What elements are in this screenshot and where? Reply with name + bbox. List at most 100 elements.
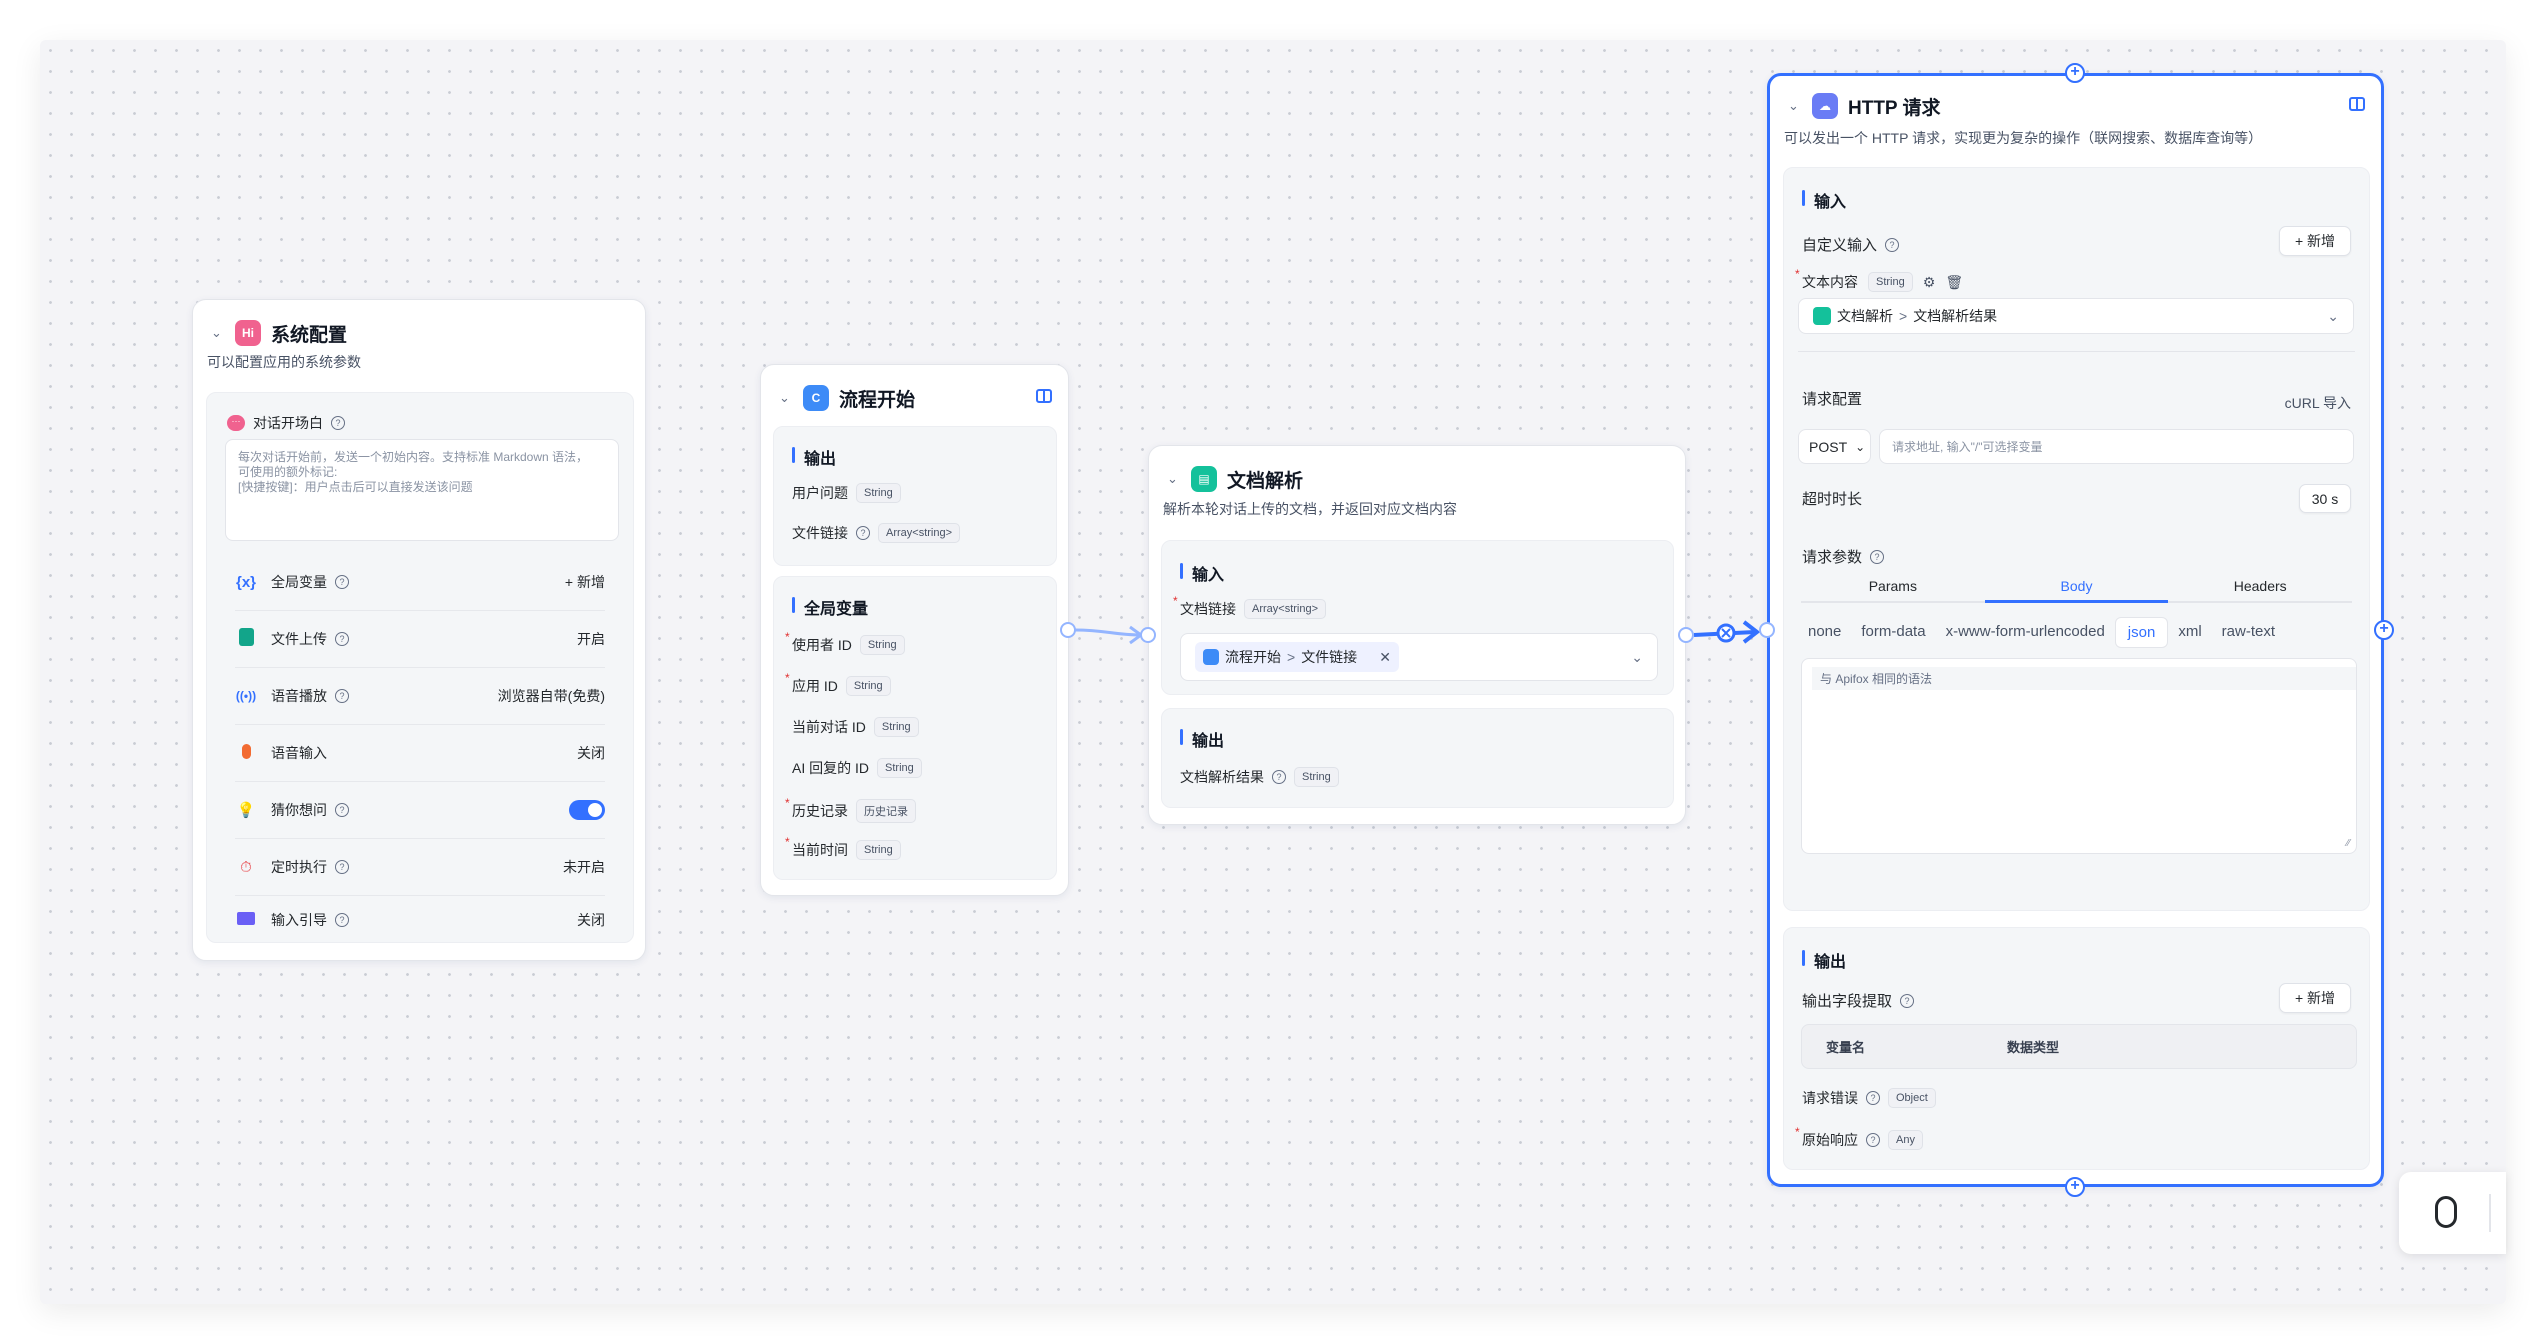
timer-icon: ⏱ [240, 858, 252, 876]
help-icon[interactable]: ? [335, 860, 349, 874]
section-title: 输入 [1802, 188, 1846, 212]
tab-headers[interactable]: Headers [2233, 578, 2287, 594]
setting-row-scheduled[interactable]: ⏱ 定时执行? 未开启 [235, 839, 605, 896]
section-title: 输出 [1802, 948, 1846, 972]
section-title: 输出 [1180, 727, 1224, 751]
help-icon[interactable]: ? [335, 689, 349, 703]
method-select[interactable]: POST ⌄ [1798, 429, 1871, 464]
trash-icon[interactable]: 🗑 [1945, 273, 1964, 290]
source-handle[interactable] [1678, 627, 1694, 643]
column-header: 变量名 [1826, 1040, 1866, 1055]
help-icon: ? [1866, 1091, 1880, 1105]
edge-delete-icon [1716, 623, 1736, 643]
params-label: 请求参数? [1802, 546, 1885, 567]
gear-icon[interactable]: ⚙ [1922, 273, 1936, 290]
book-icon[interactable] [2349, 97, 2365, 111]
chevron-down-icon[interactable]: ⌄ [779, 390, 790, 405]
section-title: 输出 [792, 445, 836, 469]
target-handle[interactable] [1140, 627, 1156, 643]
chevron-down-icon[interactable]: ⌄ [2327, 307, 2339, 324]
node-system-config[interactable]: ⌄ Hi 系统配置 可以配置应用的系统参数 ··· 对话开场白 ? 每次对话开始… [192, 299, 646, 961]
document-icon [1813, 307, 1831, 325]
variable-reference-select[interactable]: 流程开始 > 文件链接 ✕ ⌄ [1180, 633, 1658, 681]
setting-row-input-guide[interactable]: 输入引导? 关闭 [235, 896, 605, 944]
setting-label: 定时执行 [271, 859, 327, 875]
node-flow-start[interactable]: ⌄ C 流程开始 输出 用户问题 String 文件链接? Array<string… [760, 364, 1069, 896]
add-custom-input-button[interactable]: + 新增 [2279, 226, 2351, 256]
document-icon: ▤ [1191, 466, 1217, 492]
add-node-bottom-icon[interactable]: + [2065, 1177, 2085, 1197]
type-tag: String [1868, 272, 1913, 292]
edge-flowstart-docparse [1074, 628, 1141, 637]
body-type-none[interactable]: none [1808, 623, 1842, 640]
body-type-form-data[interactable]: form-data [1861, 623, 1926, 640]
node-doc-parse[interactable]: ⌄ ▤ 文档解析 解析本轮对话上传的文档，并返回对应文档内容 输入 文档链接Ar… [1148, 445, 1686, 825]
setting-row-tts[interactable]: ((•)) 语音播放? 浏览器自带(免费) [235, 668, 605, 725]
custom-input-label: 自定义输入? [1802, 234, 1900, 255]
resize-handle-icon[interactable]: ⁄⁄ [2346, 838, 2350, 849]
add-node-right-icon[interactable]: + [2374, 620, 2394, 640]
divider [2489, 1194, 2491, 1232]
divider [1798, 351, 2355, 352]
help-icon: ? [1272, 770, 1286, 784]
opener-textarea[interactable]: 每次对话开始前，发送一个初始内容。支持标准 Markdown 语法， 可使用的额… [225, 439, 619, 541]
setting-row-file-upload[interactable]: 文件上传? 开启 [235, 611, 605, 668]
opener-label-row: ··· 对话开场白 ? [227, 413, 345, 433]
type-tag: 历史记录 [856, 799, 916, 823]
type-tag: String [877, 758, 922, 778]
book-icon[interactable] [1036, 389, 1052, 403]
help-icon[interactable]: ? [335, 632, 349, 646]
suggest-toggle[interactable] [569, 800, 605, 820]
variable-reference-select[interactable]: 文档解析 > 文档解析结果 ⌄ [1798, 298, 2354, 334]
help-icon[interactable]: ? [335, 803, 349, 817]
body-placeholder: 与 Apifox 相同的语法 [1812, 667, 2356, 690]
output-section: 输出 输出字段提取? + 新增 变量名 数据类型 请求错误?Object 原始响… [1783, 927, 2370, 1170]
setting-value: 关闭 [577, 745, 605, 761]
chevron-down-icon[interactable]: ⌄ [1788, 98, 1799, 113]
help-icon: ? [1885, 237, 1900, 252]
mouse-icon[interactable] [2435, 1196, 2457, 1228]
type-tag: String [856, 840, 901, 860]
ref-chip: 流程开始 > 文件链接 ✕ [1195, 642, 1399, 672]
field-row: 文档解析结果? String [1180, 767, 1339, 787]
chevron-down-icon[interactable]: ⌄ [211, 325, 222, 340]
body-type-xml[interactable]: xml [2178, 623, 2202, 640]
setting-row-global-vars[interactable]: {x} 全局变量? + 新增 [235, 554, 605, 611]
chevron-down-icon[interactable]: ⌄ [1631, 648, 1643, 665]
help-icon[interactable]: ? [856, 526, 870, 540]
flow-start-icon [1203, 649, 1219, 665]
add-node-top-icon[interactable]: + [2065, 63, 2085, 83]
field-row: 请求错误? Object [1802, 1088, 1936, 1108]
source-handle[interactable] [1060, 622, 1076, 638]
target-handle[interactable] [1759, 622, 1775, 638]
lightbulb-icon: 💡 [236, 802, 256, 819]
type-tag: String [856, 483, 901, 503]
field-row: 当前对话 ID String [792, 717, 919, 737]
tab-body[interactable]: Body [1984, 578, 2169, 603]
add-output-field-button[interactable]: + 新增 [2279, 983, 2351, 1013]
help-icon[interactable]: ? [331, 416, 345, 430]
setting-row-voice-input[interactable]: 语音输入 关闭 [235, 725, 605, 782]
body-type-raw-text[interactable]: raw-text [2221, 623, 2275, 640]
setting-row-suggest-questions[interactable]: 💡 猜你想问? [235, 782, 605, 839]
body-type-urlencoded[interactable]: x-www-form-urlencoded [1945, 623, 2105, 640]
node-http-request[interactable]: ⌄ ☁ HTTP 请求 可以发出一个 HTTP 请求，实现更为复杂的操作（联网搜… [1767, 73, 2384, 1187]
remove-chip-icon[interactable]: ✕ [1379, 648, 1391, 665]
url-input[interactable]: 请求地址, 输入"/"可选择变量 [1879, 429, 2354, 464]
help-icon: ? [1866, 1133, 1880, 1147]
add-global-var-button[interactable]: + 新增 [564, 574, 605, 590]
type-tag: Object [1888, 1088, 1936, 1108]
chevron-down-icon[interactable]: ⌄ [1167, 471, 1178, 486]
output-section: 输出 用户问题 String 文件链接? Array<string> [773, 426, 1057, 566]
help-icon[interactable]: ? [335, 913, 349, 927]
help-icon[interactable]: ? [335, 575, 349, 589]
tab-params[interactable]: Params [1868, 578, 1917, 594]
setting-label: 文件上传 [271, 631, 327, 647]
json-body-editor[interactable]: 与 Apifox 相同的语法 ⁄⁄ [1801, 658, 2357, 854]
curl-import-link[interactable]: cURL 导入 [2284, 395, 2351, 411]
interaction-mode-panel[interactable] [2399, 1172, 2506, 1254]
body-type-json[interactable]: json [2114, 617, 2169, 648]
timeout-input[interactable]: 30 s [2299, 484, 2351, 513]
